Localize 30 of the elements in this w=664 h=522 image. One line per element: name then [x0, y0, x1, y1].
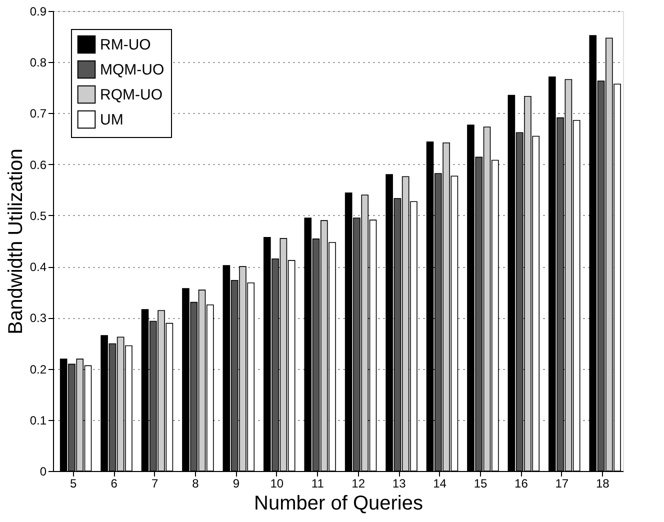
- y-tick-label: 0.3: [30, 311, 47, 326]
- y-tick-label: 0.5: [30, 208, 47, 223]
- x-tick-label: 6: [110, 476, 118, 490]
- y-tick-label: 0.9: [30, 4, 47, 18]
- x-tick-label: 12: [352, 476, 366, 490]
- legend-label: RQM-UO: [100, 86, 162, 104]
- x-tick-label: 10: [270, 476, 284, 490]
- x-tick-label: 8: [192, 476, 200, 490]
- x-tick-label: 11: [311, 476, 324, 490]
- x-tick-label: 14: [433, 476, 447, 490]
- x-tick-label: 18: [596, 476, 610, 490]
- x-tick-label: 16: [514, 476, 528, 490]
- x-tick-label: 13: [392, 476, 406, 490]
- y-tick-label: 0.2: [30, 362, 47, 376]
- y-tick-label: 0.1: [30, 413, 47, 428]
- legend-label: MQM-UO: [100, 62, 164, 78]
- x-tick-label: 7: [151, 476, 158, 490]
- y-tick-label: 0.6: [30, 158, 47, 172]
- legend-label: UM: [100, 112, 124, 128]
- y-axis-title: Bandwidth Utilization: [4, 148, 27, 334]
- y-tick-label: 0.7: [30, 106, 47, 121]
- x-tick-label: 9: [232, 476, 240, 490]
- y-tick-label: 0.8: [30, 56, 47, 70]
- legend-label: RM-UO: [100, 36, 151, 54]
- y-tick-label: 0.4: [30, 260, 47, 274]
- x-tick-label: 17: [555, 476, 569, 490]
- x-tick-label: 15: [474, 476, 488, 490]
- y-tick-label: 0: [40, 464, 47, 478]
- x-axis-title: Number of Queries: [254, 492, 423, 514]
- x-tick-label: 5: [70, 476, 78, 490]
